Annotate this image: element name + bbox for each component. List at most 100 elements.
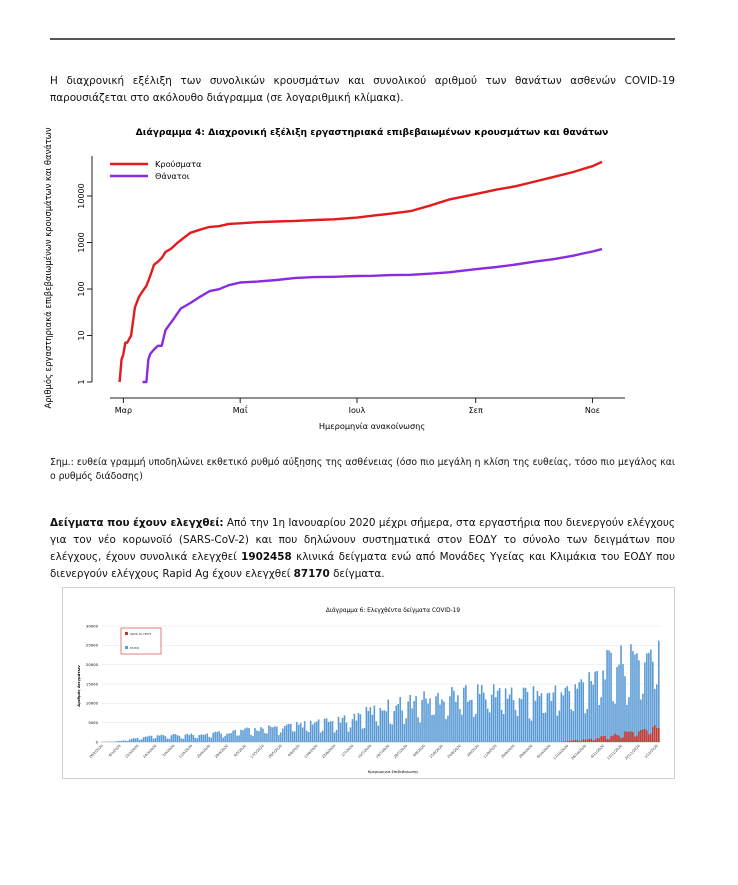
chart6-ytick-label: 25000 [86,643,99,648]
chart6-bar-rtpcr [198,735,201,742]
chart6-bar-rapid [640,729,642,742]
chart6-bar-rtpcr [564,687,567,742]
chart6-bar-rtpcr [313,722,316,742]
chart6-bar-rtpcr [244,728,246,742]
chart6-bar-rapid [576,740,579,742]
chart6-bar-rtpcr [397,704,399,742]
samples-text-3: δείγματα. [329,568,385,580]
chart6-bar-rtpcr [566,686,569,742]
chart6-xlabel: Ημερομηνία Επιβεβαίωσης [368,769,419,774]
chart6-bar-rtpcr [270,726,272,742]
chart6-bar-rtpcr [289,723,292,742]
chart6-bar-rtpcr [357,713,360,742]
chart6-bar-rtpcr [463,687,465,742]
chart6-bar-rtpcr [254,728,256,742]
chart6-ytick-label: 0 [96,739,99,744]
chart6-bar-rapid [570,740,573,742]
chart6-bar-rtpcr [471,699,473,742]
chart6-bar-rtpcr [228,733,230,742]
chart6-bar-rtpcr [439,704,441,742]
chart6-bar-rapid [628,731,630,742]
chart6-bar-rtpcr [580,679,583,742]
chart6-bar-rtpcr [264,733,266,742]
chart6-bar-rtpcr [534,700,537,742]
chart6-bar-rtpcr [280,732,282,742]
chart6-bar-rtpcr [150,735,153,742]
chart6-bar-rtpcr [594,671,596,742]
chart6-bar-rtpcr [170,735,173,742]
chart6-bar-rtpcr [176,735,179,742]
chart6-bar-rtpcr [377,725,380,742]
chart6-bar-rtpcr [192,734,195,742]
chart6-bar-rtpcr [274,726,276,742]
chart6-bar-rtpcr [502,713,505,742]
chart6-bar-rtpcr [494,697,497,742]
chart6-bar-rapid [602,736,604,742]
chart6-bar-rapid [586,739,588,742]
chart6-bar-rtpcr [184,734,187,742]
chart6-xtick-label: 6/8/2020 [412,744,426,758]
chart6-bar-rtpcr [297,724,300,742]
chart6-bar-rtpcr [646,653,648,742]
chart6-legend-label: RAPID AG TESTS [130,632,152,636]
chart6-bar-rapid [636,735,638,742]
chart6-bar-rtpcr [449,696,451,742]
chart6-bar-rtpcr [632,651,634,742]
chart6-bar-rtpcr [654,689,656,742]
chart6-bar-rtpcr [461,714,463,742]
chart6-bar-rtpcr [216,731,218,742]
chart6-bar-rtpcr [451,687,453,742]
chart6-bar-rapid [632,731,634,742]
chart6-bar-rtpcr [506,698,509,742]
chart6-bar-rtpcr [293,731,296,742]
chart6-bar-rtpcr [622,664,624,742]
chart6-bar-rtpcr [190,733,193,742]
chart6-bar-rtpcr [222,737,224,742]
chart6-xtick-label: 6/3/2020 [108,744,122,758]
chart6-bar-rtpcr [164,736,167,742]
chart6-bar-rtpcr [588,672,590,742]
chart6-bar-rtpcr [278,735,280,742]
chart6-bar-rtpcr [486,708,489,742]
chart6-xtick-label: 2/9/2020 [466,744,480,758]
chart6-bar-rtpcr [459,709,461,742]
chart6-bar-rtpcr [508,694,511,742]
chart6-bar-rtpcr [250,734,252,742]
chart6-bar-rtpcr [482,692,485,742]
chart6-bar-rtpcr [548,692,551,742]
chart6-ytick-label: 10000 [86,701,99,706]
chart6-bar-rtpcr [524,687,527,742]
chart6-bar-rtpcr [329,721,332,742]
chart6-bar-rapid [624,731,626,742]
chart6-bar-rtpcr [363,727,366,742]
chart6-bar-rapid [578,741,581,742]
chart6-bar-rtpcr [443,701,445,742]
chart6-bar-rtpcr [455,701,457,742]
chart6-bar-rtpcr [242,730,244,742]
chart4-ytick-label: 100 [77,281,86,296]
cases-deaths-chart: Διάγραμμα 4: Διαχρονική εξέλιξη εργαστηρ… [43,127,625,431]
chart6-bar-rapid [616,734,618,742]
chart6-bar-rtpcr [480,685,483,742]
chart6-bar-rtpcr [355,720,358,742]
chart6-bar-rtpcr [162,735,165,742]
chart6-bar-rapid [606,739,608,742]
chart6-bar-rapid [604,735,606,742]
chart6-bar-rtpcr [252,735,254,742]
chart6-bar-rapid [572,740,575,742]
chart6-bar-rtpcr [323,718,326,742]
chart6-bar-rtpcr [393,710,396,742]
chart6-bar-rtpcr [540,693,543,742]
chart6-bar-rapid [584,739,586,742]
chart6-bar-rapid [644,728,646,742]
chart6-bar-rapid [658,727,660,742]
chart6-bar-rtpcr [407,701,409,742]
chart6-bar-rtpcr [387,699,390,742]
chart6-bar-rtpcr [114,741,117,742]
chart6-bar-rtpcr [478,693,481,742]
chart6-ytick-label: 30000 [86,623,99,628]
chart6-bar-rtpcr [325,718,328,742]
chart6-ytick-label: 5000 [88,720,98,725]
chart6-bar-rtpcr [431,715,433,742]
chart6-bar-rtpcr [624,676,626,742]
